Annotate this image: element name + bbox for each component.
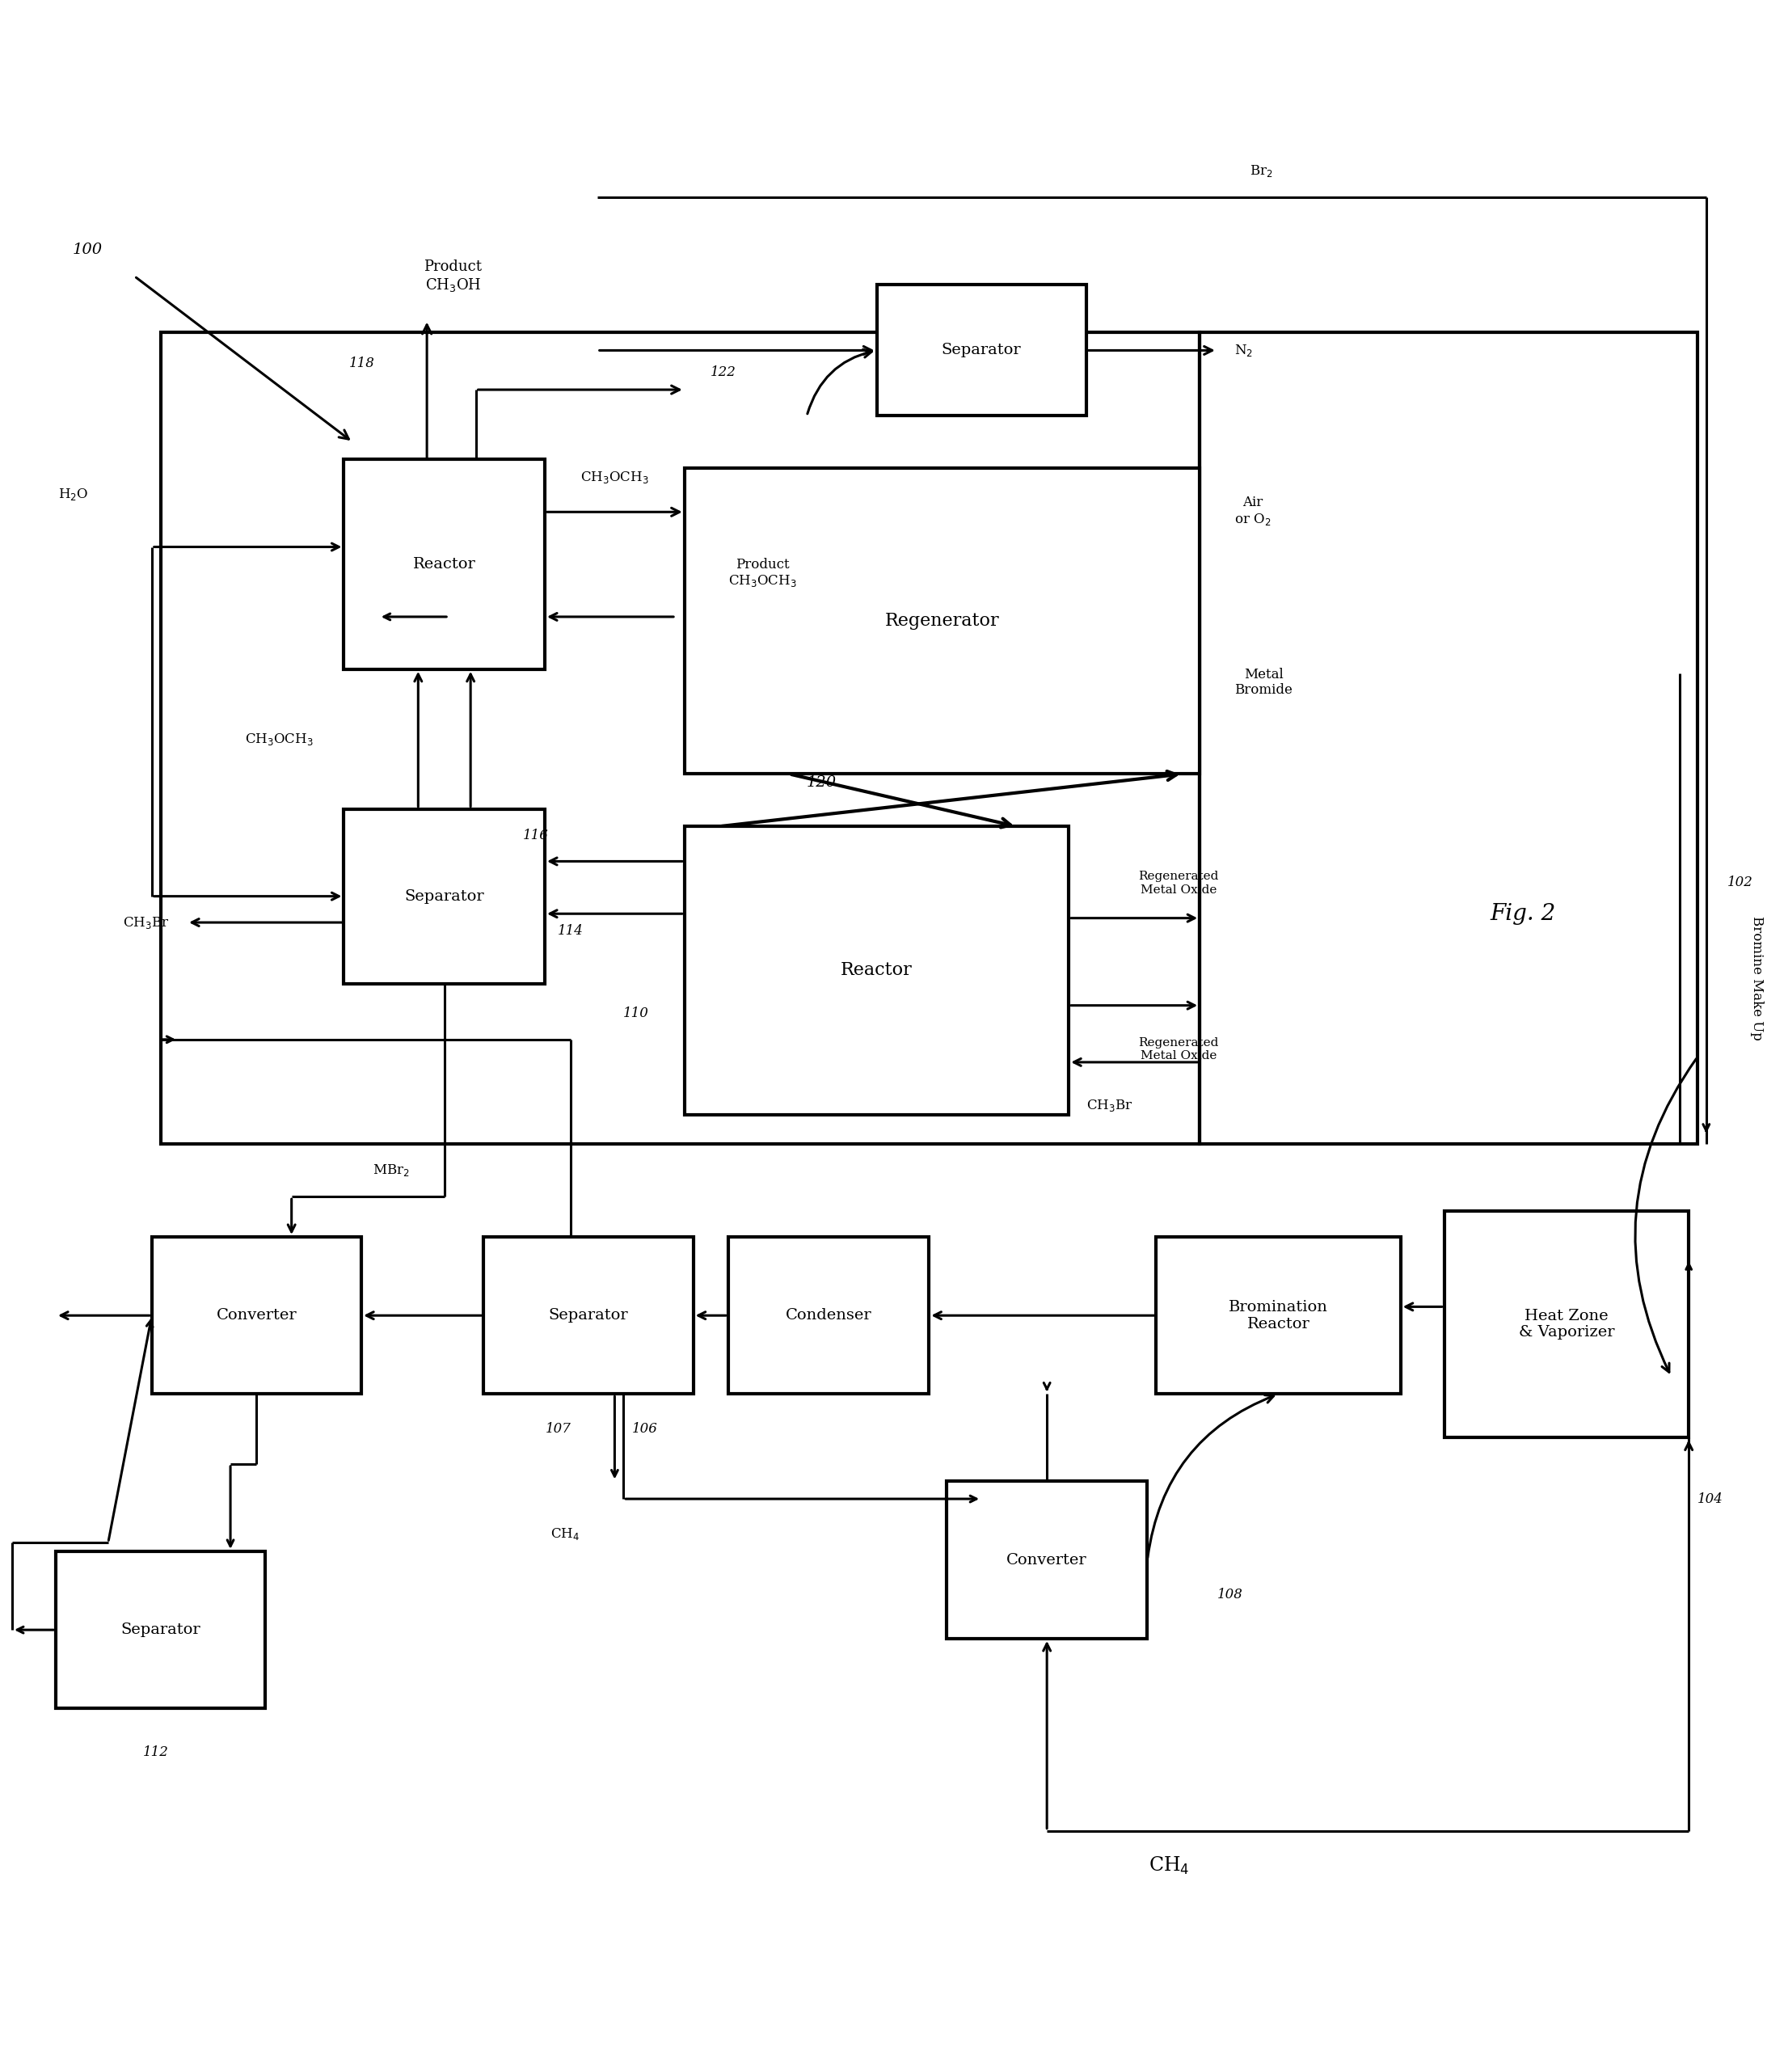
Bar: [161, 332, 1200, 1144]
Text: 120: 120: [808, 775, 838, 789]
Text: Regenerator: Regenerator: [885, 611, 1000, 630]
Text: Regenerated
Metal Oxide: Regenerated Metal Oxide: [1138, 870, 1219, 895]
Text: Regenerated
Metal Oxide: Regenerated Metal Oxide: [1138, 1036, 1219, 1061]
FancyBboxPatch shape: [684, 827, 1069, 1115]
Text: Bromination
Reactor: Bromination Reactor: [1228, 1299, 1329, 1330]
Text: 122: 122: [710, 365, 737, 379]
Text: Reactor: Reactor: [413, 557, 475, 572]
Text: 100: 100: [72, 242, 102, 257]
Text: Separator: Separator: [548, 1307, 629, 1322]
Text: 107: 107: [546, 1421, 571, 1436]
Text: CH$_4$: CH$_4$: [551, 1527, 580, 1542]
Text: H$_2$O: H$_2$O: [58, 487, 88, 501]
Text: Converter: Converter: [1007, 1552, 1087, 1566]
Text: MBr$_2$: MBr$_2$: [373, 1162, 410, 1179]
Text: 106: 106: [633, 1421, 657, 1436]
FancyBboxPatch shape: [684, 468, 1200, 775]
FancyBboxPatch shape: [728, 1237, 929, 1394]
Text: CH$_3$OCH$_3$: CH$_3$OCH$_3$: [580, 470, 648, 485]
Text: 108: 108: [1217, 1587, 1242, 1602]
Text: Br$_2$: Br$_2$: [1249, 164, 1272, 178]
Text: Product
CH$_3$OH: Product CH$_3$OH: [424, 259, 482, 294]
FancyBboxPatch shape: [57, 1552, 265, 1709]
Text: Air
or O$_2$: Air or O$_2$: [1235, 495, 1270, 526]
Text: Separator: Separator: [405, 889, 484, 903]
Text: 112: 112: [143, 1745, 170, 1759]
Bar: [1200, 332, 1698, 1144]
FancyBboxPatch shape: [1156, 1237, 1401, 1394]
FancyArrowPatch shape: [808, 350, 871, 414]
Text: Condenser: Condenser: [786, 1307, 871, 1322]
Text: Metal
Bromide: Metal Bromide: [1235, 667, 1293, 696]
FancyArrowPatch shape: [1147, 1394, 1274, 1558]
Text: 110: 110: [624, 1007, 648, 1019]
Text: CH$_3$Br: CH$_3$Br: [124, 914, 170, 930]
Text: Fig. 2: Fig. 2: [1490, 903, 1555, 924]
FancyBboxPatch shape: [345, 460, 544, 669]
FancyBboxPatch shape: [484, 1237, 693, 1394]
Text: Product
CH$_3$OCH$_3$: Product CH$_3$OCH$_3$: [728, 557, 797, 588]
Text: 116: 116: [523, 829, 550, 841]
Text: Bromine Make Up: Bromine Make Up: [1749, 916, 1763, 1040]
FancyArrowPatch shape: [1634, 1059, 1696, 1372]
Text: Separator: Separator: [120, 1622, 200, 1637]
FancyBboxPatch shape: [1444, 1210, 1689, 1438]
Text: Converter: Converter: [216, 1307, 297, 1322]
FancyBboxPatch shape: [947, 1481, 1147, 1639]
Text: 118: 118: [348, 356, 375, 371]
Text: Separator: Separator: [942, 344, 1021, 358]
Text: CH$_3$OCH$_3$: CH$_3$OCH$_3$: [246, 731, 313, 746]
Text: Heat Zone
& Vaporizer: Heat Zone & Vaporizer: [1518, 1310, 1615, 1341]
Text: Reactor: Reactor: [841, 961, 912, 980]
Text: CH$_3$Br: CH$_3$Br: [1087, 1098, 1133, 1113]
FancyBboxPatch shape: [345, 808, 544, 984]
FancyBboxPatch shape: [876, 286, 1087, 416]
Text: N$_2$: N$_2$: [1235, 342, 1253, 358]
Text: 104: 104: [1698, 1492, 1723, 1506]
Text: 102: 102: [1726, 874, 1753, 889]
Text: 114: 114: [558, 924, 583, 939]
FancyBboxPatch shape: [152, 1237, 362, 1394]
Text: CH$_4$: CH$_4$: [1149, 1854, 1189, 1877]
